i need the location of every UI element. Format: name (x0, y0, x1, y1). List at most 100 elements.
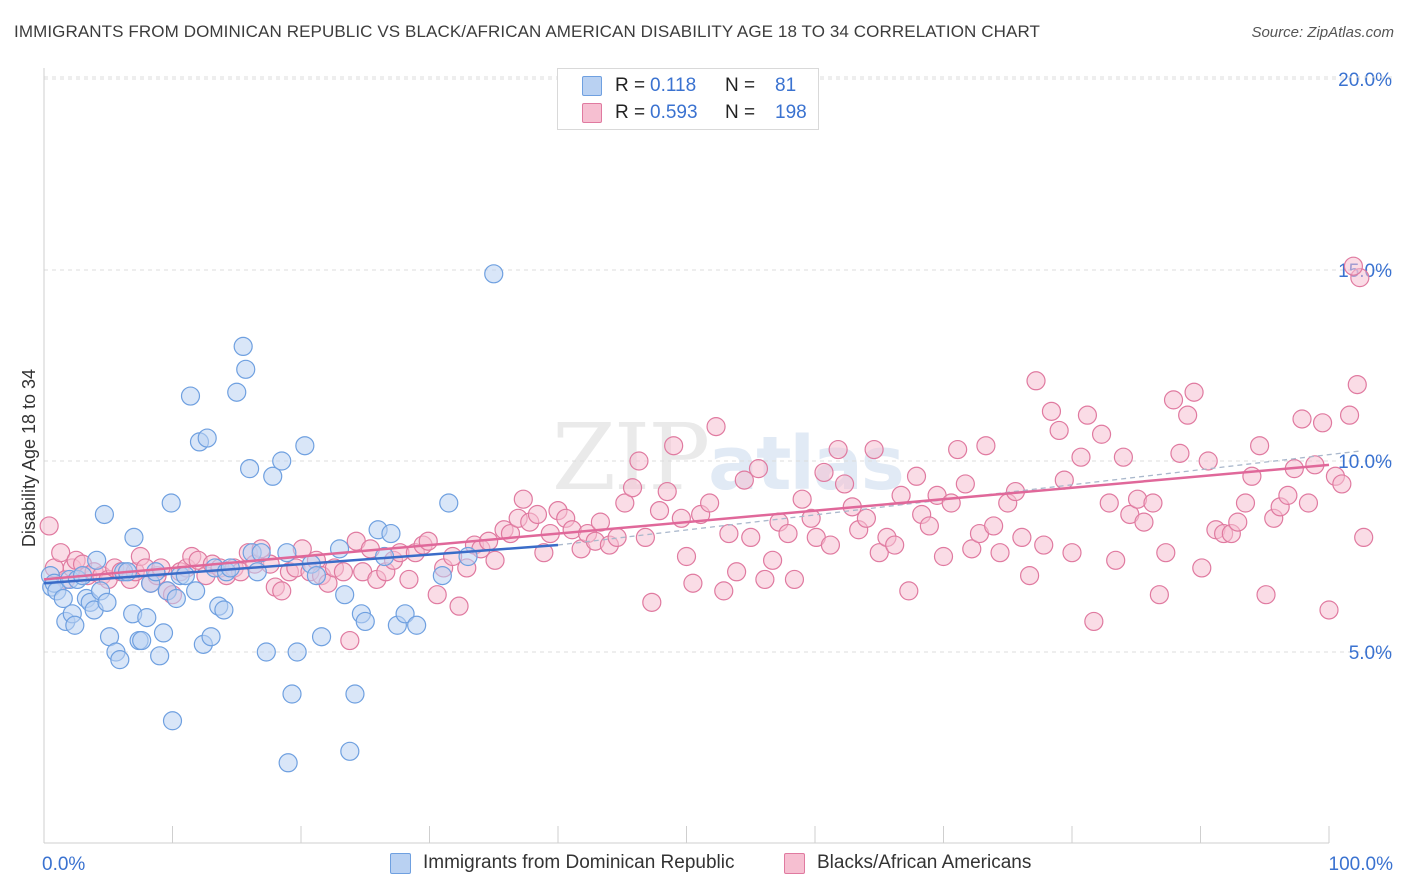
dominican-point (227, 382, 247, 402)
blue-swatch (582, 76, 602, 96)
black-point (820, 535, 841, 555)
r-value: 0.593 (650, 102, 698, 123)
y-tick-label: 20.0% (1338, 70, 1392, 91)
dominican-point (345, 684, 365, 704)
black-point (801, 508, 821, 528)
dominican-point (65, 615, 85, 635)
dominican-point (236, 359, 256, 379)
dominican-point (233, 336, 253, 356)
black-point (1312, 413, 1333, 433)
black-point (635, 527, 655, 548)
black-point (1049, 420, 1069, 441)
black-point (1034, 535, 1054, 555)
black-point (1041, 401, 1062, 421)
black-point (984, 516, 1004, 536)
dominican-point (282, 684, 302, 704)
black-point (664, 436, 684, 456)
black-point (615, 493, 635, 513)
black-point (778, 523, 798, 544)
black-point (1228, 512, 1248, 532)
dominican-point (161, 493, 181, 513)
black-point (1019, 565, 1040, 586)
blue-swatch (390, 853, 411, 874)
dominican-point (166, 588, 186, 609)
dominican-point (439, 493, 459, 513)
black-point (534, 543, 554, 563)
dominican-point (484, 264, 504, 284)
black-point (340, 630, 360, 651)
chart-title: IMMIGRANTS FROM DOMINICAN REPUBLIC VS BL… (14, 22, 1040, 41)
black-point (1278, 485, 1298, 505)
black-point (700, 493, 720, 513)
black-point (1235, 493, 1256, 513)
black-point (622, 478, 643, 498)
black-point (427, 585, 447, 605)
dominican-point (175, 565, 195, 586)
black-point (1178, 405, 1198, 425)
black-point (955, 474, 975, 494)
black-point (792, 489, 812, 509)
dominican-point (240, 459, 260, 479)
black-trend-line (43, 463, 1330, 581)
black-point (734, 470, 754, 490)
black-point (1071, 447, 1091, 467)
black-point (1250, 436, 1270, 456)
dominican-point (287, 642, 307, 662)
black-point (976, 436, 996, 456)
y-axis-label: Disability Age 18 to 34 (19, 369, 39, 547)
black-point (485, 550, 505, 570)
black-point (671, 508, 691, 528)
dominican-point (150, 646, 170, 666)
dominican-point (256, 642, 276, 662)
black-point (399, 569, 419, 590)
black-point (1012, 527, 1032, 548)
black-point (828, 439, 848, 460)
black-point (676, 546, 697, 567)
legend-label: Immigrants from Dominican Republic (423, 852, 735, 873)
dominican-point (180, 386, 201, 406)
dominican-point (124, 527, 144, 548)
dominican-point (335, 585, 355, 605)
dominican-point (329, 539, 350, 559)
pink-swatch (784, 853, 805, 874)
black-point (1062, 543, 1082, 563)
dominican-point (306, 565, 327, 586)
black-point (1156, 543, 1176, 563)
black-point (714, 581, 734, 601)
dominican-point (94, 504, 114, 525)
black-point (1113, 447, 1134, 467)
black-point (629, 451, 649, 471)
black-point (272, 581, 292, 601)
black-point (1354, 527, 1374, 548)
black-point (1256, 585, 1276, 605)
dominican-point (295, 436, 315, 456)
black-point (1170, 443, 1190, 463)
black-point (784, 569, 805, 590)
r-value: 0.118 (650, 75, 697, 96)
black-point (962, 539, 982, 559)
dominican-point (214, 600, 234, 620)
black-point (642, 592, 662, 612)
black-point (513, 489, 533, 509)
black-point (590, 512, 611, 532)
black-point (727, 562, 747, 582)
n-value: 198 (775, 102, 807, 123)
black-point (1292, 409, 1312, 429)
black-point (1106, 550, 1126, 570)
black-point (1026, 371, 1046, 391)
dominican-point (432, 565, 452, 586)
black-point (864, 439, 884, 460)
dominican-point (278, 753, 298, 773)
black-point (657, 481, 677, 502)
black-point (748, 459, 769, 479)
black-point (933, 546, 954, 567)
black-point (1099, 493, 1119, 513)
black-point (1134, 512, 1154, 532)
black-point (1319, 600, 1339, 620)
black-point (683, 573, 703, 593)
black-point (1332, 474, 1352, 494)
dominican-point (355, 611, 375, 632)
black-point (1343, 256, 1364, 276)
black-point (1084, 611, 1104, 632)
